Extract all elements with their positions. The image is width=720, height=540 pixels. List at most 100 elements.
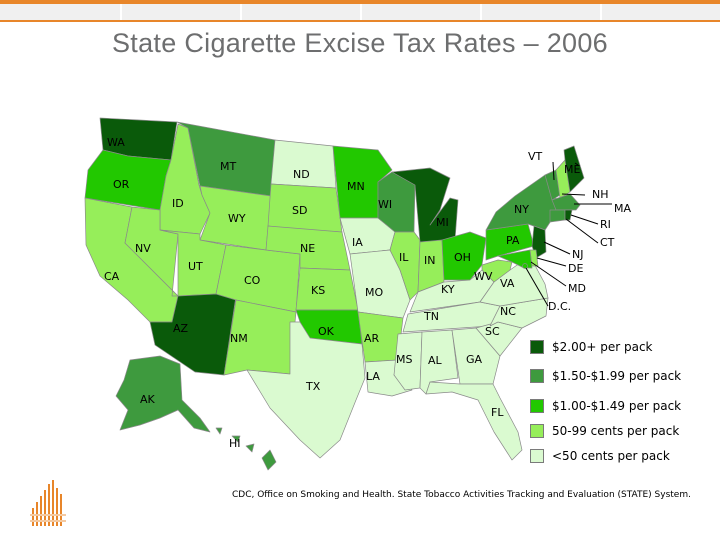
legend-label: 50-99 cents per pack bbox=[552, 424, 680, 438]
label-ID: ID bbox=[172, 197, 184, 210]
legend-item: $1.50-$1.99 per pack bbox=[530, 366, 720, 386]
label-NY: NY bbox=[514, 203, 529, 216]
label-MN: MN bbox=[347, 180, 365, 193]
label-CA: CA bbox=[104, 270, 120, 283]
top-bar-separator bbox=[480, 4, 482, 20]
label-AK: AK bbox=[140, 393, 156, 406]
leader-line bbox=[543, 241, 571, 255]
label-NH: NH bbox=[592, 188, 609, 201]
top-bar-separator bbox=[600, 4, 602, 20]
label-IN: IN bbox=[424, 254, 435, 267]
state-WV[interactable] bbox=[481, 259, 513, 283]
state-KS[interactable] bbox=[295, 267, 359, 311]
legend-label: $1.00-$1.49 per pack bbox=[552, 399, 682, 413]
legend-label: $1.50-$1.99 per pack bbox=[552, 369, 682, 383]
label-TX: TX bbox=[305, 380, 321, 393]
label-ND: ND bbox=[293, 168, 310, 181]
label-NM: NM bbox=[230, 332, 248, 345]
label-DC: D.C. bbox=[548, 300, 571, 313]
state-DC[interactable] bbox=[522, 263, 528, 269]
label-KS: KS bbox=[311, 284, 325, 297]
label-AZ: AZ bbox=[173, 322, 189, 335]
legend-swatch bbox=[530, 369, 544, 383]
legend-label: <50 cents per pack bbox=[552, 449, 670, 463]
label-CT: CT bbox=[600, 236, 615, 249]
state-TX[interactable] bbox=[246, 321, 366, 459]
state-IL[interactable] bbox=[389, 231, 421, 301]
state-HI[interactable] bbox=[245, 443, 255, 453]
top-bar-separator bbox=[240, 4, 242, 20]
label-OH: OH bbox=[454, 251, 471, 264]
label-VT: VT bbox=[528, 150, 543, 163]
label-IA: IA bbox=[352, 236, 363, 249]
state-CT[interactable] bbox=[549, 209, 566, 223]
state-AK[interactable] bbox=[115, 355, 211, 433]
label-MT: MT bbox=[220, 160, 236, 173]
label-GA: GA bbox=[466, 353, 483, 366]
state-MI[interactable] bbox=[391, 167, 459, 243]
label-MD: MD bbox=[568, 282, 586, 295]
legend-swatch bbox=[530, 399, 544, 413]
state-MD[interactable] bbox=[497, 249, 533, 269]
label-TN: TN bbox=[423, 310, 439, 323]
label-CO: CO bbox=[244, 274, 261, 287]
label-PA: PA bbox=[506, 234, 520, 247]
legend-swatch bbox=[530, 424, 544, 438]
leader-lines bbox=[525, 161, 612, 307]
label-AL: AL bbox=[428, 354, 443, 367]
top-bar-separator bbox=[360, 4, 362, 20]
state-HI[interactable] bbox=[231, 435, 241, 443]
leader-line bbox=[570, 214, 599, 225]
leader-line bbox=[565, 218, 599, 244]
label-MO: MO bbox=[365, 286, 383, 299]
legend-item: $1.00-$1.49 per pack bbox=[530, 396, 720, 416]
label-RI: RI bbox=[600, 218, 611, 231]
label-HI: HI bbox=[229, 437, 241, 450]
label-DE: DE bbox=[568, 262, 583, 275]
legend-item: 50-99 cents per pack bbox=[530, 421, 720, 441]
state-RI[interactable] bbox=[564, 209, 573, 221]
label-AR: AR bbox=[364, 332, 380, 345]
state-HI[interactable] bbox=[215, 427, 223, 435]
page-title: State Cigarette Excise Tax Rates – 2006 bbox=[112, 28, 608, 58]
state-NV[interactable] bbox=[124, 206, 179, 297]
label-WI: WI bbox=[378, 198, 392, 211]
logo-icon bbox=[30, 480, 66, 526]
label-OK: OK bbox=[318, 325, 335, 338]
leader-line bbox=[530, 261, 567, 287]
legend-item: <50 cents per pack bbox=[530, 446, 720, 466]
legend-swatch bbox=[530, 449, 544, 463]
label-OR: OR bbox=[113, 178, 130, 191]
top-bar-separator bbox=[120, 4, 122, 20]
label-LA: LA bbox=[366, 370, 380, 383]
label-IL: IL bbox=[399, 251, 409, 264]
label-MA: MA bbox=[614, 202, 631, 215]
state-FL[interactable] bbox=[425, 381, 523, 461]
label-ME: ME bbox=[564, 163, 580, 176]
state-ME[interactable] bbox=[563, 145, 585, 193]
source-citation: CDC, Office on Smoking and Health. State… bbox=[232, 490, 691, 500]
label-SD: SD bbox=[292, 204, 307, 217]
leader-line bbox=[525, 267, 549, 307]
leader-line bbox=[536, 257, 567, 267]
leader-line bbox=[561, 193, 586, 196]
label-WV: WV bbox=[474, 270, 493, 283]
label-UT: UT bbox=[188, 260, 203, 273]
state-HI[interactable] bbox=[261, 449, 277, 471]
label-WY: WY bbox=[228, 212, 246, 225]
legend-swatch bbox=[530, 340, 544, 354]
label-KY: KY bbox=[441, 283, 455, 296]
top-bar bbox=[0, 0, 720, 22]
state-MA[interactable] bbox=[551, 193, 581, 211]
label-NV: NV bbox=[135, 242, 151, 255]
legend-item: $2.00+ per pack bbox=[530, 337, 720, 357]
label-SC: SC bbox=[485, 325, 500, 338]
label-NE: NE bbox=[300, 242, 315, 255]
top-bar-accent bbox=[0, 0, 720, 4]
leader-line bbox=[574, 162, 579, 166]
top-bar-line bbox=[0, 20, 720, 22]
state-MS[interactable] bbox=[393, 331, 423, 391]
label-FL: FL bbox=[491, 406, 504, 419]
state-labels: WA OR CA ID NV MT WY UT AZ CO NM ND SD N… bbox=[104, 136, 631, 450]
